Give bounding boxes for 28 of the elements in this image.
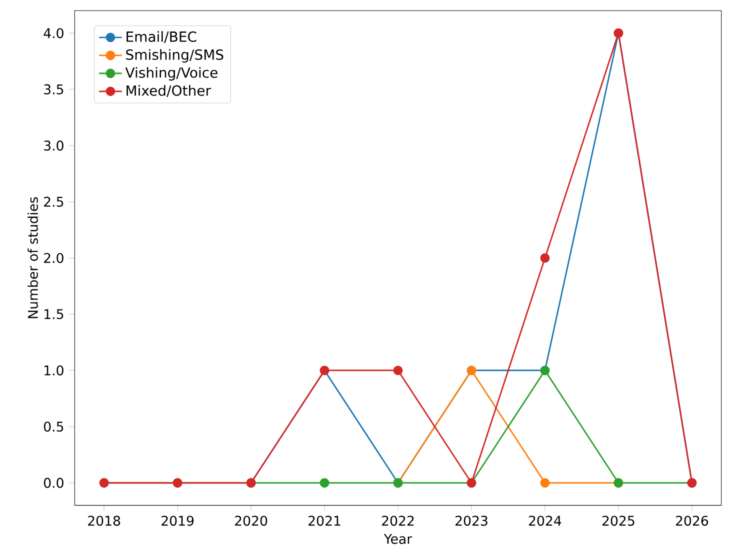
y-tick-label: 3.0: [44, 140, 64, 150]
y-tick-label: 3.5: [44, 84, 64, 94]
x-tick-label: 2022: [382, 516, 414, 526]
x-tick-label: 2020: [235, 516, 268, 526]
point: [540, 253, 550, 263]
point: [540, 478, 550, 488]
x-tick-label: 2023: [456, 516, 488, 526]
x-tick-label: 2021: [308, 516, 340, 526]
y-tick-label: 2.0: [44, 252, 64, 263]
y-tick-label: 1.5: [44, 309, 64, 320]
legend-label: Vishing/Voice: [125, 66, 218, 80]
x-tick-label: 2026: [676, 516, 708, 526]
x-axis-title: Year: [384, 534, 412, 544]
x-tick-label: 2024: [528, 516, 562, 526]
x-tick-label: 2025: [602, 516, 634, 526]
point: [320, 478, 330, 488]
legend-label: Smishing/SMS: [126, 48, 224, 62]
y-tick-label: 4.0: [44, 28, 64, 38]
x-tick-label: 2019: [162, 516, 194, 526]
legend-label: Mixed/Other: [126, 84, 212, 97]
y-tick-label: 0.5: [44, 421, 64, 432]
y-tick-label: 2.5: [44, 196, 64, 207]
x-tick-label: 2018: [88, 516, 120, 526]
y-axis-title: Number of studies: [28, 197, 38, 318]
point: [393, 366, 403, 375]
y-tick-label: 0.0: [44, 478, 64, 488]
legend-label: Email/BEC: [126, 30, 196, 43]
y-tick-label: 1.0: [44, 365, 64, 376]
